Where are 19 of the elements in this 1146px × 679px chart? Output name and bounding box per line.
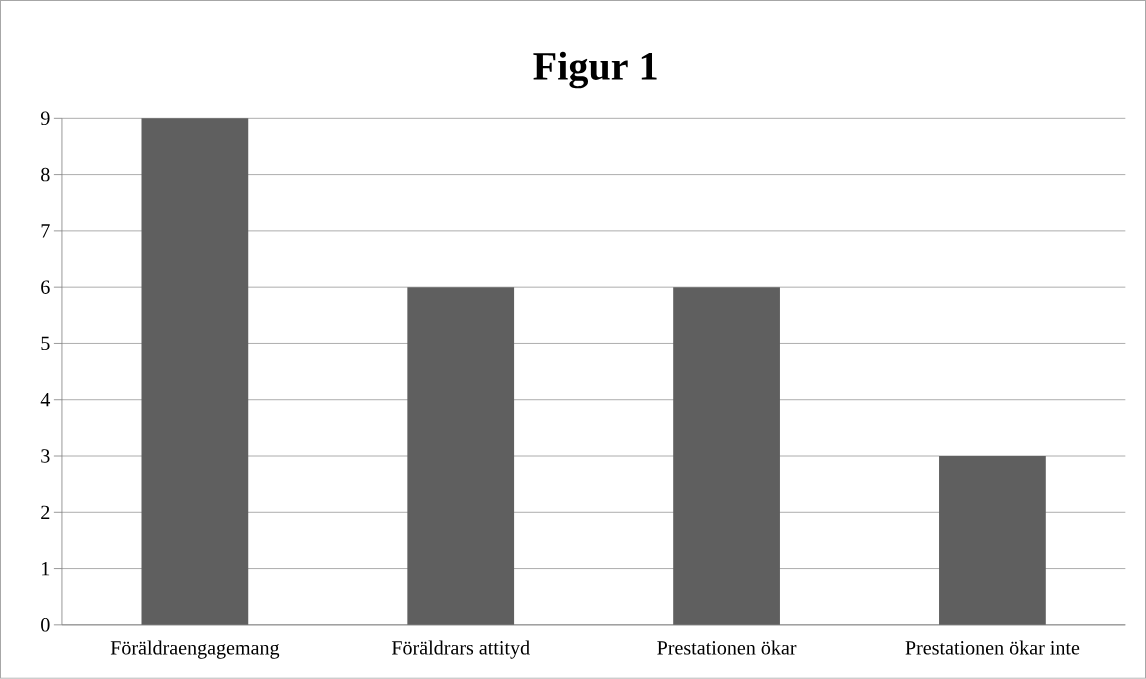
y-tick-label: 4 xyxy=(40,393,51,407)
bar xyxy=(407,287,515,625)
y-tick-label: 3 xyxy=(41,449,50,463)
x-tick-label: Prestationen ökar inte xyxy=(905,640,1080,655)
bar xyxy=(141,118,249,625)
x-tick-label: Föräldrars attityd xyxy=(391,640,530,659)
bar xyxy=(939,456,1046,625)
bar xyxy=(673,287,780,625)
x-tick-label: Föräldraengagemang xyxy=(110,640,280,659)
y-tick-label: 9 xyxy=(40,111,50,126)
x-tick-label: Prestationen ökar xyxy=(657,640,797,655)
chart-title: Figur 1 xyxy=(533,51,657,89)
y-tick-label: 7 xyxy=(41,224,50,238)
y-tick-label: 2 xyxy=(41,505,50,520)
y-tick-label: 6 xyxy=(41,280,50,295)
y-tick-label: 1 xyxy=(42,562,50,576)
y-tick-label: 0 xyxy=(41,618,50,632)
y-tick-label: 5 xyxy=(41,336,50,351)
y-tick-label: 8 xyxy=(41,167,50,182)
